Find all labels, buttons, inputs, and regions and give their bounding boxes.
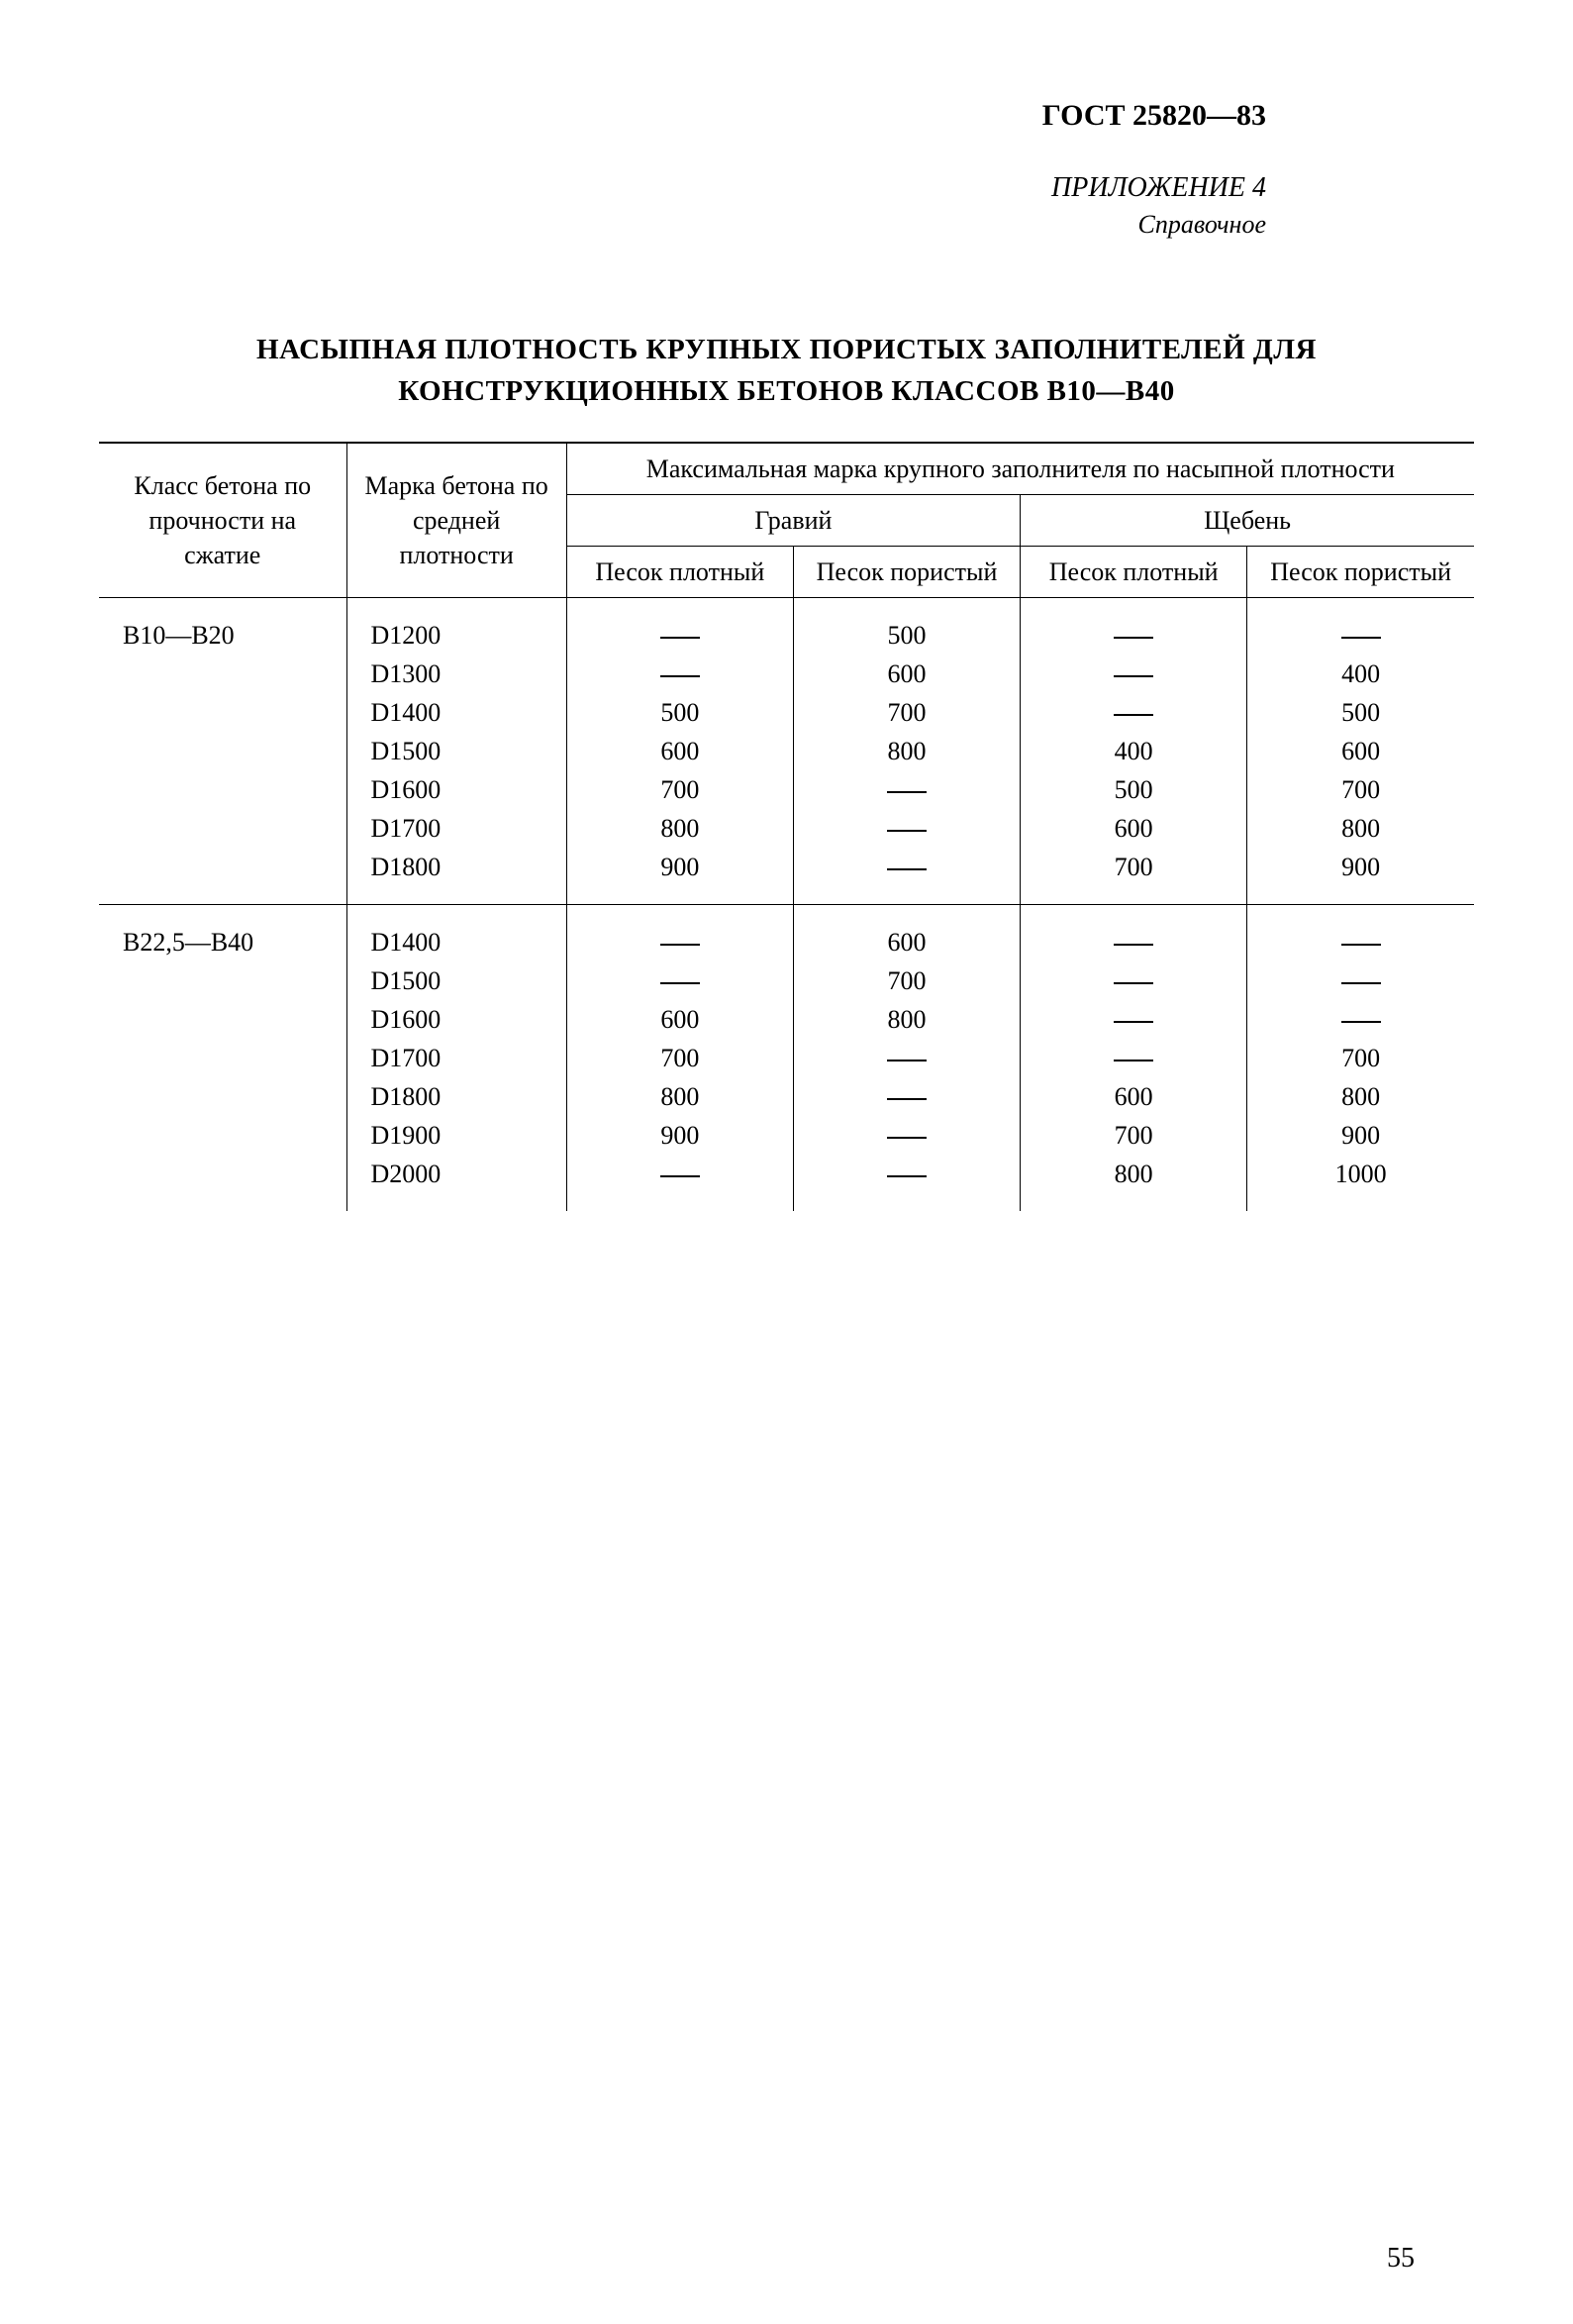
cell-shcheben-plotny: 600700800 xyxy=(1021,905,1247,1212)
header-shcheben: Щебень xyxy=(1021,495,1474,547)
header-class: Класс бетона по прочности на сжатие xyxy=(99,443,346,598)
page-number: 55 xyxy=(1387,2243,1415,2274)
cell-marks: D1200D1300D1400D1500D1600D1700D1800 xyxy=(346,598,566,905)
density-table: Класс бетона по прочности на сжатие Марк… xyxy=(99,442,1474,1211)
header-gravii-plotny: Песок плотный xyxy=(566,547,793,598)
cell-marks: D1400D1500D1600D1700D1800D1900D2000 xyxy=(346,905,566,1212)
cell-shcheben-poristy: 7008009001000 xyxy=(1247,905,1474,1212)
header-mark: Марка бетона по средней плотности xyxy=(346,443,566,598)
document-header: ГОСТ 25820—83 ПРИЛОЖЕНИЕ 4 Справочное xyxy=(99,99,1474,240)
cell-gravii-poristy: 500600700800 xyxy=(793,598,1020,905)
page-title: НАСЫПНАЯ ПЛОТНОСТЬ КРУПНЫХ ПОРИСТЫХ ЗАПО… xyxy=(158,329,1415,412)
cell-shcheben-poristy: 400500600700800900 xyxy=(1247,598,1474,905)
title-line-2: КОНСТРУКЦИОННЫХ БЕТОНОВ КЛАССОВ В10—В40 xyxy=(398,375,1175,407)
cell-class: В22,5—В40 xyxy=(99,905,346,1212)
appendix-note: Справочное xyxy=(99,210,1266,240)
appendix-label: ПРИЛОЖЕНИЕ 4 xyxy=(99,172,1266,204)
cell-gravii-plotny: 600700800900 xyxy=(566,905,793,1212)
header-shcheben-poristy: Песок пористый xyxy=(1247,547,1474,598)
cell-gravii-plotny: 500600700800900 xyxy=(566,598,793,905)
table-body: В10—В20D1200D1300D1400D1500D1600D1700D18… xyxy=(99,598,1474,1212)
cell-shcheben-plotny: 400500600700 xyxy=(1021,598,1247,905)
table-row: В10—В20D1200D1300D1400D1500D1600D1700D18… xyxy=(99,598,1474,905)
table-header: Класс бетона по прочности на сжатие Марк… xyxy=(99,443,1474,598)
cell-gravii-poristy: 600700800 xyxy=(793,905,1020,1212)
header-shcheben-plotny: Песок плотный xyxy=(1021,547,1247,598)
cell-class: В10—В20 xyxy=(99,598,346,905)
header-gravii-poristy: Песок пористый xyxy=(793,547,1020,598)
title-line-1: НАСЫПНАЯ ПЛОТНОСТЬ КРУПНЫХ ПОРИСТЫХ ЗАПО… xyxy=(256,334,1317,365)
document-number: ГОСТ 25820—83 xyxy=(99,99,1266,133)
header-span: Максимальная марка крупного заполнителя … xyxy=(566,443,1474,495)
header-gravii: Гравий xyxy=(566,495,1020,547)
table-row: В22,5—В40D1400D1500D1600D1700D1800D1900D… xyxy=(99,905,1474,1212)
